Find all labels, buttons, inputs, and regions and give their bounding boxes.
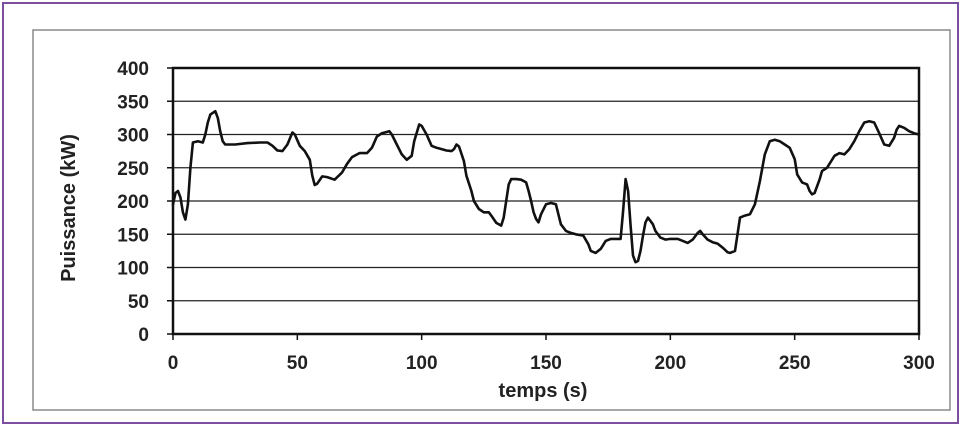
y-tick-label-7: 350 <box>117 92 149 113</box>
x-tick-label-1: 50 <box>287 353 308 374</box>
x-axis-ticks: 0 50 100 150 200 250 300 <box>168 334 935 374</box>
x-tick-label-0: 0 <box>168 353 179 374</box>
y-tick-label-4: 200 <box>117 192 149 213</box>
y-tick-label-5: 250 <box>117 159 149 180</box>
x-tick-label-3: 150 <box>530 353 562 374</box>
series-line-0 <box>171 109 921 264</box>
y-tick-label-0: 0 <box>138 325 149 346</box>
y-tick-label-2: 100 <box>117 259 149 280</box>
y-tick-label-8: 400 <box>117 59 149 80</box>
series-layer <box>171 109 921 264</box>
y-axis-ticks: 0 50 100 150 200 250 300 350 400 <box>117 59 173 346</box>
x-tick-label-6: 300 <box>903 353 935 374</box>
y-axis-title: Puissance (kW) <box>58 134 80 282</box>
x-tick-label-5: 250 <box>779 353 811 374</box>
y-tick-label-1: 50 <box>128 292 149 313</box>
x-axis-title: temps (s) <box>499 380 588 402</box>
x-tick-label-4: 200 <box>654 353 686 374</box>
x-tick-label-2: 100 <box>406 353 438 374</box>
y-tick-label-3: 150 <box>117 225 149 246</box>
y-tick-label-6: 300 <box>117 126 149 147</box>
